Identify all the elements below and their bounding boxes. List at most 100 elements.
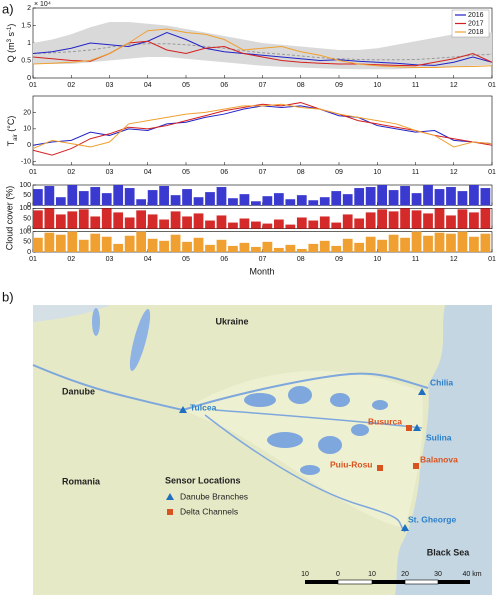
station-label: St. Gheorge [408, 514, 456, 524]
x-tick-label: 02 [67, 169, 75, 176]
bar [228, 245, 238, 252]
bar [457, 209, 468, 229]
y-tick-label: 100 [19, 182, 31, 189]
legend-label: 2018 [468, 29, 484, 36]
series-line [32, 31, 493, 66]
bar [239, 194, 250, 206]
bar [44, 186, 55, 206]
map: Ukraine Danube Romania Black Sea Tulcea … [32, 305, 492, 595]
bar [308, 243, 319, 252]
y-tick-label: 100 [19, 229, 31, 236]
legend-marker [167, 509, 173, 515]
bar [113, 185, 124, 206]
bar [147, 190, 158, 206]
bar [90, 187, 101, 206]
branch-marker [401, 524, 409, 531]
bar [319, 216, 330, 229]
bar [285, 224, 296, 229]
bar [469, 185, 479, 206]
bar [400, 208, 410, 229]
bar [170, 195, 181, 206]
bar [78, 191, 89, 206]
label-part: (°C) [6, 116, 16, 135]
label-part: T [6, 140, 16, 146]
bar [239, 242, 250, 252]
x-tick-label: 04 [144, 169, 152, 176]
bar [101, 193, 112, 206]
scale-segment [404, 579, 439, 585]
bar [469, 212, 479, 229]
x-tick-label: 07 [259, 256, 267, 263]
station-label: Chilia [430, 377, 453, 387]
bar [44, 232, 55, 252]
bar [423, 213, 433, 229]
bar [411, 193, 422, 206]
bar [377, 209, 388, 229]
bar [55, 197, 66, 206]
x-tick-label: 03 [106, 82, 114, 89]
x-tick-label: 02 [67, 256, 75, 263]
y-axis-label: Q (m3 s-1) [6, 24, 16, 63]
y-tick-label: 50 [23, 192, 31, 199]
bar [101, 236, 112, 252]
x-tick-label: 10 [373, 169, 381, 176]
bar [113, 212, 124, 229]
bar [331, 191, 342, 206]
x-tick-label: 07 [259, 82, 267, 89]
scale-label: 10 [368, 571, 376, 578]
bar [446, 187, 456, 206]
x-tick-label: 01 [488, 169, 496, 176]
bar [193, 197, 204, 206]
bar [136, 231, 147, 252]
lake [372, 400, 388, 410]
bar [251, 221, 261, 229]
channel-marker [413, 463, 419, 469]
map-label: Romania [62, 476, 101, 486]
panel-label: b) [2, 289, 14, 304]
x-tick-label: 05 [182, 82, 190, 89]
label-part: air [13, 134, 19, 141]
series-line [32, 28, 493, 68]
label-part: s [6, 32, 16, 40]
station-label: Balanova [420, 454, 458, 464]
bar [101, 208, 112, 229]
x-tick-label: 06 [220, 256, 228, 263]
bar [354, 242, 365, 252]
y-axis-label: Cloud cover (%) [4, 186, 14, 251]
x-tick-label: 09 [335, 256, 343, 263]
bar [411, 231, 422, 252]
label-part: 3 [7, 38, 13, 42]
x-tick-label: 05 [182, 256, 190, 263]
scale-segment [438, 580, 470, 584]
mean-line [32, 43, 493, 61]
x-tick-label: 02 [67, 82, 75, 89]
bar [90, 233, 101, 252]
y-axis-label: Tair (°C) [6, 116, 18, 147]
bar [170, 211, 181, 229]
legend-label: 2017 [468, 20, 484, 27]
x-tick-label: 11 [412, 169, 419, 176]
bar [251, 246, 261, 252]
lake [300, 465, 320, 475]
delta [183, 370, 423, 528]
bar [205, 244, 215, 252]
x-axis-label: Month [249, 266, 274, 276]
x-tick-label: 01 [29, 256, 37, 263]
sea [395, 305, 492, 595]
bar [262, 241, 273, 252]
bar [388, 190, 399, 206]
bar [262, 223, 273, 229]
x-tick-label: 12 [450, 169, 458, 176]
bar [205, 192, 215, 206]
scale-segment [337, 579, 373, 585]
series-line [32, 105, 493, 146]
x-tick-label: 06 [220, 82, 228, 89]
lake [267, 432, 303, 448]
bar [342, 194, 353, 206]
x-tick-label: 07 [259, 169, 267, 176]
scale-label: 20 [401, 571, 409, 578]
y-tick-label: 1 [27, 40, 31, 47]
bar [33, 189, 43, 206]
bar [365, 212, 376, 229]
bar [296, 217, 307, 229]
